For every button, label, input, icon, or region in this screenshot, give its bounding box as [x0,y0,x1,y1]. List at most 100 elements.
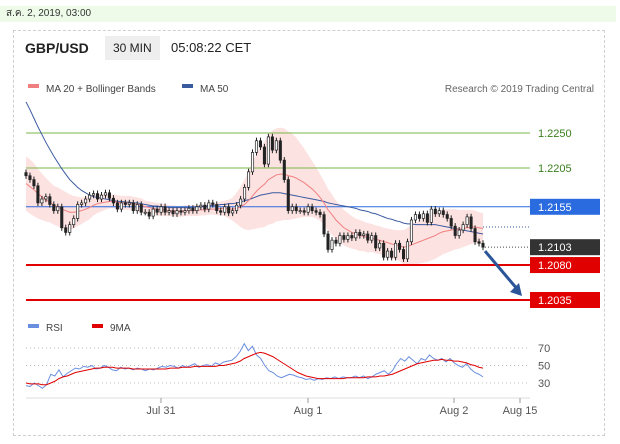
candle-body [155,208,159,213]
candle [262,143,266,168]
candle-body [219,210,223,213]
candle-body [417,214,421,219]
candle [135,201,139,214]
candle-body [342,235,346,240]
candle [231,207,235,217]
candle [28,172,32,183]
ma50-legend-label: MA 50 [200,84,229,95]
candle-body [151,208,155,217]
candle-body [179,210,183,213]
candle-body [366,233,370,241]
candle-body [131,202,135,212]
candle [203,202,207,213]
candle [163,203,167,216]
candle [286,176,290,214]
candle [473,225,477,245]
candle-body [254,140,259,153]
credit-label: Research © 2019 Trading Central [445,84,594,95]
candle-body [191,207,195,212]
candle [405,238,410,262]
forecast-arrow [483,250,522,296]
candles [24,133,485,262]
candle [362,230,366,239]
candle-body [370,235,374,241]
bollinger-bands [26,127,483,266]
candle [342,232,346,243]
rsi-tick-label: 70 [538,343,550,355]
candle [60,203,64,231]
candle [254,137,259,156]
candle-body [326,233,330,250]
candle [68,221,72,236]
candle-body [270,136,274,151]
candle [421,210,425,222]
candle-body [413,214,417,221]
candle-body [187,207,191,212]
candle-body [56,206,60,212]
candle [425,210,429,226]
candle-body [310,206,314,212]
candle-body [290,206,294,212]
rsi-legend-swatch [28,324,39,328]
candle [382,240,386,261]
candle-body [88,194,92,200]
candle [338,232,342,247]
candle-body [167,210,171,213]
candle-body [477,241,481,244]
candle-body [274,140,278,151]
x-tick-label: Aug 2 [440,405,469,417]
candle [143,209,147,216]
candle [433,206,437,217]
candle-body [405,241,410,260]
candle [123,199,127,208]
candle [318,209,322,218]
candle [394,240,398,261]
candle [302,207,306,216]
candle [239,195,243,209]
candle-body [350,235,354,239]
candle-body [282,159,286,180]
candle [453,223,457,239]
candle-body [235,204,239,212]
candle [32,176,36,189]
candle-body [195,206,199,212]
candle [247,168,251,191]
candle-body [425,213,429,223]
candle [191,205,195,214]
candle [207,199,211,213]
candle [290,203,294,214]
candle [409,216,414,245]
candle-body [465,216,469,226]
candle-body [457,229,461,236]
rsi-ma-legend-label: 9MA [110,323,131,334]
level-1-2155-label: 1.2155 [538,202,572,214]
candle-body [199,204,203,208]
candle [95,190,100,203]
candle [481,240,485,251]
bollinger-band-area [26,127,483,266]
candle-body [278,140,282,161]
x-tick-label: Aug 15 [503,405,538,417]
candle-body [163,206,167,213]
candle-body [243,187,247,200]
candle-body [159,206,163,213]
timeframe-button[interactable]: 30 MIN [105,36,160,60]
candle [334,237,338,247]
candle-body [330,239,334,250]
candle-body [147,211,151,217]
candle-body [298,210,302,213]
candle [24,169,28,179]
candle [227,203,231,217]
candle [258,137,262,151]
candle-body [44,196,48,200]
candle [84,195,88,207]
candle-body [103,192,108,196]
candle [441,207,445,218]
candle-body [247,171,251,188]
candle [56,203,60,214]
candle [469,213,473,232]
candle [111,195,115,207]
candle [294,203,298,214]
candle [274,137,278,154]
